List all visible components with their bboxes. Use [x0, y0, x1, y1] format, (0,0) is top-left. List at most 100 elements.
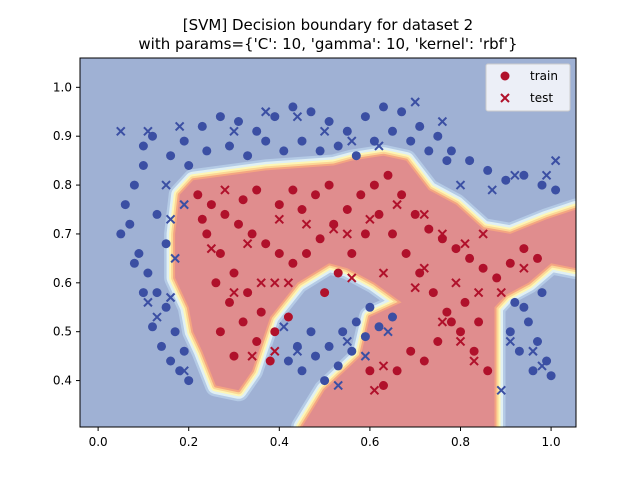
- train-point-class_0: [138, 161, 148, 170]
- test-point-class_0: [292, 346, 303, 356]
- test-point-class_0: [496, 385, 506, 396]
- train-point-class_0: [388, 312, 397, 322]
- test-point-class_0: [437, 116, 448, 127]
- train-point-class_0: [179, 136, 189, 146]
- train-point-class_0: [424, 146, 434, 156]
- test-point-class_1: [369, 385, 380, 396]
- train-point-class_0: [351, 317, 361, 327]
- test-point-class_1: [206, 243, 217, 254]
- train-point-class_0: [324, 117, 334, 126]
- test-point-class_0: [333, 380, 343, 391]
- train-point-class_1: [229, 351, 239, 361]
- train-point-class_1: [428, 288, 438, 298]
- train-point-class_1: [392, 366, 402, 376]
- train-point-class_0: [347, 346, 357, 356]
- test-point-class_0: [179, 199, 189, 210]
- train-point-class_1: [215, 327, 225, 337]
- train-point-class_1: [401, 249, 411, 258]
- train-point-class_0: [170, 327, 180, 337]
- train-point-class_1: [202, 229, 212, 239]
- test-point-class_1: [365, 214, 375, 224]
- x-tick-label: 0.2: [179, 435, 198, 449]
- test-point-class_0: [347, 136, 357, 146]
- train-point-class_1: [483, 366, 493, 376]
- test-point-class_1: [378, 268, 389, 278]
- legend-test-label: test: [530, 91, 553, 105]
- train-point-class_0: [243, 151, 253, 161]
- test-point-class_1: [274, 214, 285, 224]
- y-tick-label: 0.6: [53, 276, 72, 290]
- test-point-class_0: [116, 126, 126, 137]
- train-point-class_1: [533, 253, 542, 263]
- train-point-class_0: [120, 200, 130, 210]
- test-point-class_0: [165, 214, 176, 224]
- train-point-class_0: [179, 346, 189, 356]
- test-point-class_1: [437, 229, 448, 239]
- train-point-class_0: [202, 146, 212, 156]
- train-point-class_1: [234, 219, 243, 229]
- train-point-class_1: [243, 288, 253, 298]
- x-tick-label: 0.4: [270, 435, 289, 449]
- train-point-class_1: [333, 268, 343, 278]
- train-point-class_1: [252, 185, 262, 195]
- test-point-class_0: [229, 126, 239, 137]
- train-point-class_0: [152, 209, 162, 219]
- test-point-class_1: [478, 229, 488, 239]
- train-point-class_0: [537, 288, 547, 298]
- train-point-class_0: [148, 322, 157, 332]
- train-point-class_1: [365, 366, 375, 376]
- train-point-class_0: [283, 356, 293, 366]
- train-point-class_0: [360, 112, 370, 122]
- x-tick-label: 0.0: [89, 435, 108, 449]
- train-point-class_1: [478, 263, 488, 273]
- test-point-class_0: [528, 346, 538, 356]
- train-point-class_0: [446, 146, 456, 156]
- train-point-class_0: [442, 156, 452, 166]
- train-point-class_0: [252, 126, 262, 136]
- train-point-class_0: [279, 146, 289, 156]
- test-point-class_1: [242, 239, 253, 249]
- test-point-class_0: [360, 351, 371, 361]
- train-point-class_0: [157, 341, 166, 351]
- train-point-class_0: [523, 317, 533, 327]
- train-point-class_1: [220, 209, 230, 219]
- chart-subtitle: with params={'C': 10, 'gamma': 10, 'kern…: [138, 35, 517, 53]
- train-point-class_1: [451, 244, 461, 254]
- train-point-class_1: [215, 249, 225, 258]
- test-point-class_1: [283, 278, 294, 288]
- train-point-class_1: [397, 190, 407, 200]
- test-point-class_0: [170, 253, 180, 264]
- legend-train-label: train: [530, 69, 558, 83]
- test-point-class_0: [174, 121, 185, 132]
- train-point-class_1: [288, 185, 298, 195]
- train-point-class_0: [333, 361, 343, 371]
- train-point-class_0: [125, 219, 135, 229]
- test-point-class_0: [161, 180, 171, 190]
- train-point-class_0: [519, 302, 529, 312]
- x-tick-label: 1.0: [542, 435, 561, 449]
- test-point-class_1: [473, 287, 484, 298]
- train-point-class_1: [419, 356, 429, 366]
- train-point-class_0: [225, 141, 234, 151]
- y-tick-label: 0.7: [53, 227, 72, 241]
- chart-title: [SVM] Decision boundary for dataset 2: [183, 16, 473, 34]
- test-point-class_1: [455, 336, 466, 347]
- test-point-class_1: [437, 317, 448, 327]
- test-point-class_0: [143, 126, 153, 137]
- test-point-class_0: [487, 185, 497, 195]
- test-point-class_1: [451, 278, 461, 288]
- train-point-class_1: [347, 249, 357, 258]
- data-points: [116, 97, 561, 396]
- train-point-class_1: [197, 214, 207, 224]
- train-point-class_1: [252, 337, 262, 346]
- y-tick-label: 0.4: [53, 374, 72, 388]
- test-point-class_1: [392, 199, 402, 210]
- train-point-class_1: [238, 317, 248, 327]
- train-point-class_1: [270, 327, 280, 337]
- train-point-class_0: [320, 376, 330, 386]
- test-point-class_0: [279, 322, 289, 332]
- train-point-class_0: [297, 136, 307, 146]
- x-axis: 0.0 0.2 0.4 0.6 0.8 1.0: [89, 427, 561, 449]
- train-point-class_1: [446, 317, 456, 327]
